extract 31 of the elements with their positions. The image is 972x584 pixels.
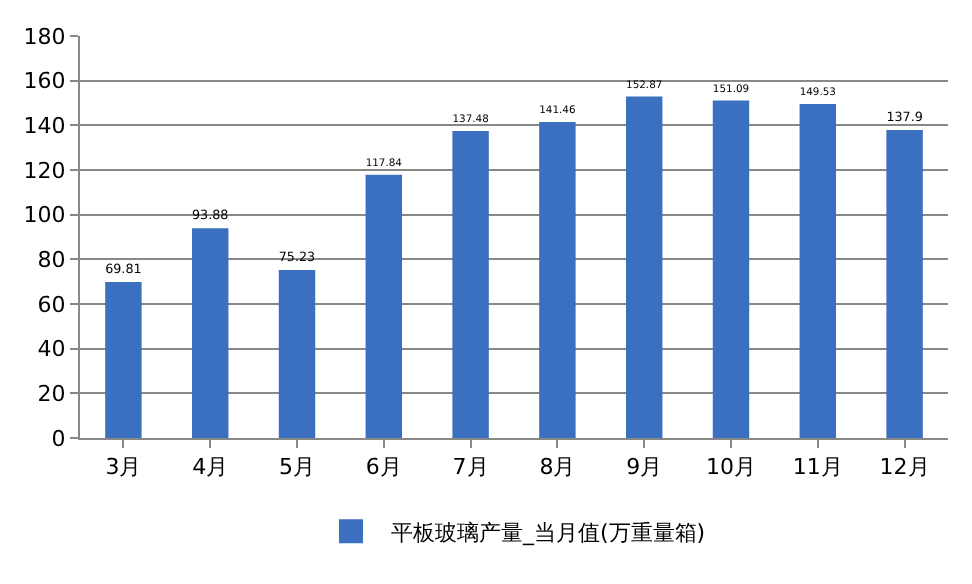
- x-tick-label: 11月: [792, 454, 843, 481]
- y-tick-label: 180: [23, 23, 66, 50]
- bar: [625, 96, 663, 438]
- y-tick-label: 80: [37, 247, 66, 274]
- bar: [452, 130, 489, 438]
- x-tick-label: 8月: [539, 454, 576, 481]
- bar: [191, 228, 229, 438]
- y-tick-label: 100: [23, 202, 66, 229]
- x-tick-label: 12月: [879, 454, 930, 481]
- bar: [105, 282, 142, 438]
- x-tick-label: 4月: [192, 454, 229, 481]
- bar: [886, 130, 923, 438]
- bar: [539, 122, 576, 438]
- y-tick-label: 120: [23, 157, 66, 184]
- x-tick-label: 9月: [626, 454, 663, 481]
- x-tick-label: 5月: [279, 454, 315, 481]
- bar: [365, 174, 403, 438]
- x-tick-label: 6月: [365, 454, 402, 481]
- y-tick-label: 160: [23, 68, 66, 95]
- y-tick-label: 20: [37, 381, 66, 408]
- x-tick-label: 3月: [105, 454, 142, 481]
- y-tick-label: 40: [37, 336, 66, 363]
- y-tick-label: 0: [51, 425, 66, 452]
- bar: [278, 269, 316, 438]
- bar: [712, 100, 750, 438]
- y-tick-label: 60: [37, 291, 66, 318]
- y-tick-label: 140: [23, 113, 66, 140]
- x-tick-label: 7月: [452, 454, 489, 481]
- bar: [799, 104, 837, 438]
- x-tick-label: 10月: [706, 454, 756, 481]
- legend-label: 平板玻璃产量_当月值(万重量箱): [391, 519, 706, 546]
